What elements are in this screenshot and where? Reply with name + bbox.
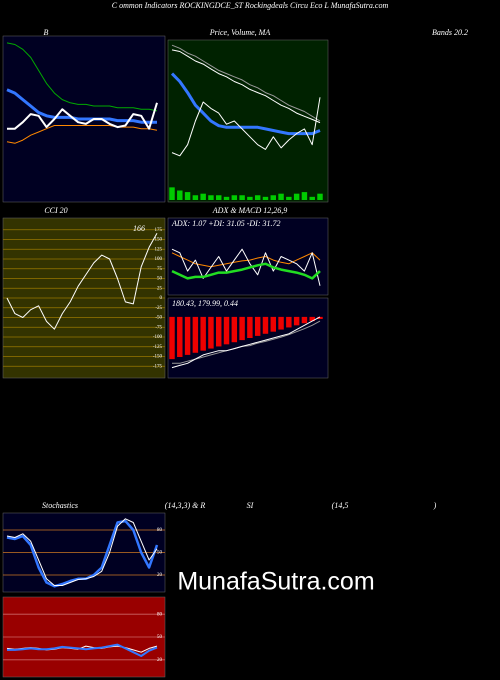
- bar: [254, 195, 261, 200]
- bar: [262, 196, 269, 200]
- bar: [192, 195, 199, 200]
- series-line: [171, 316, 321, 369]
- bar: [223, 316, 230, 345]
- bar: [208, 195, 214, 200]
- bands-label: Bands 20.2: [432, 28, 468, 37]
- series-line: [6, 88, 157, 124]
- bar: [169, 316, 175, 360]
- y-tick-label: 125: [155, 247, 163, 252]
- bar: [231, 195, 238, 200]
- bar: [247, 316, 253, 338]
- bar: [301, 192, 308, 200]
- bar: [270, 316, 276, 332]
- y-tick-label: 175: [155, 228, 163, 233]
- bar: [200, 316, 206, 351]
- y-tick-label: 50: [157, 635, 163, 640]
- stoch-header: Stochastics: [42, 501, 78, 510]
- bar: [293, 193, 300, 200]
- series-line: [171, 44, 321, 122]
- bar: [262, 316, 269, 334]
- stoch-header: (14,3,3) & R: [165, 501, 206, 510]
- y-tick-label: -50: [155, 316, 162, 321]
- bar: [216, 316, 222, 347]
- bar: [239, 316, 245, 341]
- stoch-header: SI: [247, 501, 254, 510]
- y-tick-label: 25: [157, 286, 163, 291]
- bar: [278, 316, 284, 330]
- page-title: C ommon Indicators ROCKINGDCE_ST Rocking…: [112, 1, 389, 10]
- y-tick-label: -175: [153, 364, 163, 369]
- panel-title: Price, Volume, MA: [209, 28, 271, 37]
- bar: [231, 316, 238, 343]
- bar: [169, 187, 175, 200]
- series-line: [6, 233, 158, 330]
- y-tick-label: 75: [157, 267, 163, 272]
- bar: [223, 196, 230, 200]
- annotation: ADX: 1.07 +DI: 31.05 -DI: 31.72: [171, 219, 281, 228]
- series-line: [7, 643, 158, 657]
- y-tick-label: 150: [155, 238, 163, 243]
- panel: [167, 39, 329, 203]
- y-tick-label: -100: [153, 335, 163, 340]
- y-tick-label: 0: [160, 296, 163, 301]
- series-line: [6, 42, 158, 112]
- bar: [177, 190, 183, 200]
- bar: [184, 316, 191, 355]
- bar: [270, 195, 276, 200]
- y-tick-label: -125: [153, 345, 163, 350]
- panel-title: ADX & MACD 12,26,9: [212, 206, 287, 215]
- bar: [216, 195, 222, 200]
- bar: [301, 316, 308, 324]
- bar: [239, 195, 245, 200]
- series-line: [171, 49, 321, 124]
- panel: [167, 217, 329, 296]
- y-tick-label: 80: [157, 528, 163, 533]
- bar: [278, 193, 284, 200]
- bar: [254, 316, 261, 336]
- annotation: 180.43, 179.99, 0.44: [172, 299, 238, 308]
- y-tick-label: 20: [157, 573, 163, 578]
- y-tick-label: 50: [157, 277, 163, 282]
- panel-title: B: [44, 28, 49, 37]
- series-line: [7, 102, 158, 130]
- panel-title: CCI 20: [44, 206, 67, 215]
- y-tick-label: 50: [157, 551, 163, 556]
- bar: [247, 196, 253, 200]
- series-line: [171, 97, 321, 157]
- stoch-header: (14,5: [332, 501, 349, 510]
- y-tick-label: 80: [157, 612, 163, 617]
- y-tick-label: -75: [155, 325, 162, 330]
- series-line: [6, 125, 158, 144]
- stoch-header: ): [433, 501, 437, 510]
- bar: [317, 316, 323, 319]
- bar: [309, 196, 315, 200]
- series-line: [6, 518, 158, 586]
- y-tick-label: 20: [157, 658, 163, 663]
- bar: [317, 193, 323, 200]
- bar: [208, 316, 214, 349]
- bar: [192, 316, 199, 353]
- bar: [286, 196, 292, 200]
- bar: [293, 316, 300, 326]
- series-line: [171, 248, 321, 286]
- bar: [177, 316, 183, 357]
- y-tick-label: -150: [153, 355, 163, 360]
- y-tick-label: 100: [155, 257, 163, 262]
- series-line: [171, 262, 321, 280]
- y-tick-label: -25: [155, 306, 162, 311]
- series-line: [170, 72, 321, 136]
- annotation: 166: [133, 224, 145, 233]
- bar: [200, 193, 206, 200]
- bar: [309, 316, 315, 322]
- watermark: MunafaSutra.com: [177, 568, 374, 596]
- bar: [184, 192, 191, 200]
- bar: [286, 316, 292, 328]
